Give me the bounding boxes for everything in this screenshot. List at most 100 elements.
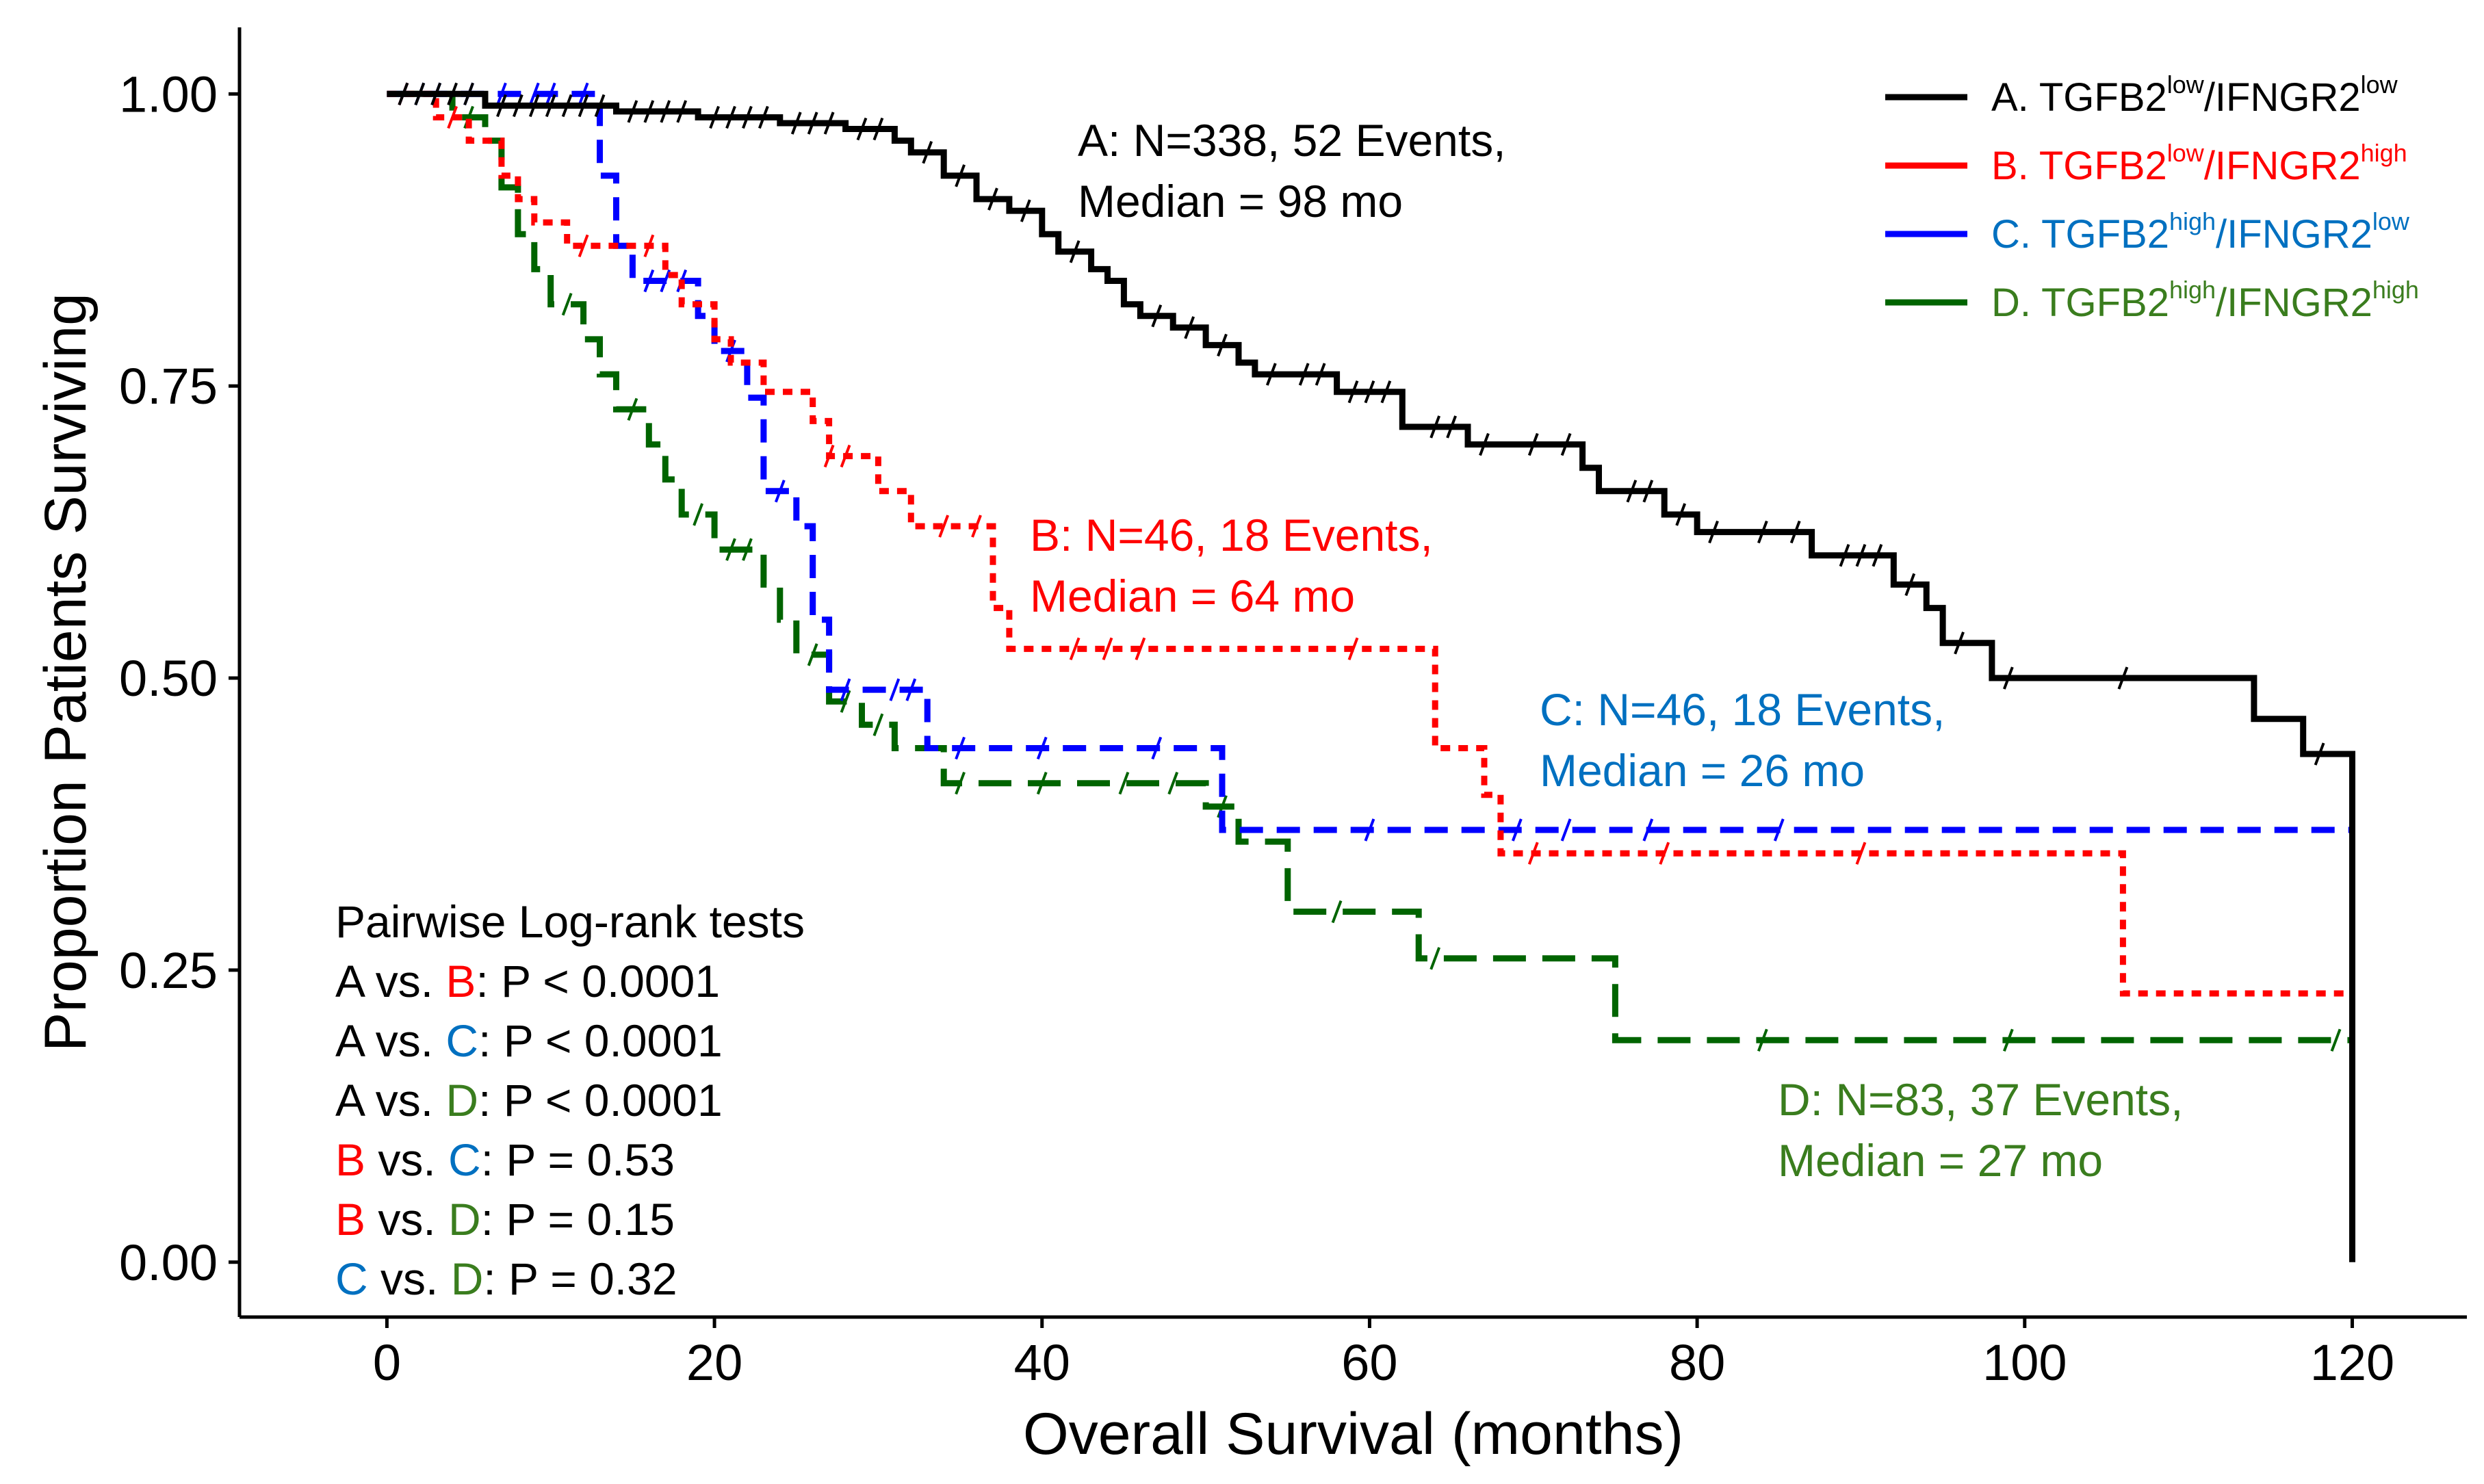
legend-superscript: high xyxy=(2169,207,2216,235)
legend: A. TGFB2low​/IFNGR2low​ B. TGFB2low​/IFNG… xyxy=(1885,70,2419,325)
censor-mark xyxy=(561,292,573,316)
censor-mark xyxy=(627,100,638,123)
censor-mark xyxy=(1642,818,1654,842)
censor-mark xyxy=(528,94,540,118)
censor-mark xyxy=(1036,772,1048,795)
annotation-d-line: Median = 27 mo xyxy=(1778,1135,2103,1186)
censor-mark xyxy=(1855,544,1867,567)
censor-mark xyxy=(1315,363,1326,386)
legend-text: /IFNGR2 xyxy=(2204,75,2361,120)
censor-mark xyxy=(643,234,655,257)
pairwise-segment: B xyxy=(335,1194,365,1245)
censor-mark xyxy=(709,105,720,129)
pairwise-segment: : P < 0.0001 xyxy=(478,1015,723,1066)
censor-mark xyxy=(1380,380,1392,404)
censor-mark xyxy=(545,94,556,118)
pairwise-segment: A xyxy=(335,1015,365,1066)
censor-mark xyxy=(561,94,573,118)
pairwise-segment: : P = 0.53 xyxy=(481,1134,675,1185)
censor-mark xyxy=(578,234,589,257)
censor-mark xyxy=(790,112,802,135)
censor-mark xyxy=(1757,520,1768,544)
x-axis-title: Overall Survival (months) xyxy=(1023,1401,1683,1467)
y-axis-title: Proportion Patients Surviving xyxy=(33,293,99,1052)
censor-mark xyxy=(1773,818,1785,842)
censor-mark xyxy=(758,105,769,129)
censor-mark xyxy=(872,117,884,141)
legend-superscript: high xyxy=(2361,139,2407,167)
censor-mark xyxy=(1347,637,1359,661)
censor-mark xyxy=(1429,947,1441,970)
x-tick-label: 40 xyxy=(1014,1334,1070,1391)
censor-mark xyxy=(1184,316,1195,339)
x-tick-label: 100 xyxy=(1982,1334,2067,1391)
pairwise-segment: : P = 0.32 xyxy=(483,1253,677,1304)
censor-mark xyxy=(922,140,933,164)
legend-superscript: low xyxy=(2361,70,2398,99)
annotation-a-line: Median = 98 mo xyxy=(1078,176,1403,226)
censor-mark xyxy=(1839,544,1850,567)
censor-mark xyxy=(2117,666,2129,690)
censor-mark xyxy=(1789,520,1801,544)
pairwise-segment: A xyxy=(335,956,365,1006)
pairwise-segment: D xyxy=(448,1194,481,1245)
censor-mark xyxy=(955,736,966,760)
annotation-b-line: Median = 64 mo xyxy=(1030,571,1355,621)
y-tick-label: 0.25 xyxy=(119,942,218,999)
legend-text: D. TGFB2 xyxy=(1991,281,2169,325)
censor-mark xyxy=(1347,380,1359,404)
annotation-b-line: B: N=46, 18 Events, xyxy=(1030,510,1433,560)
x-tick-label: 0 xyxy=(373,1334,401,1391)
censor-mark xyxy=(1659,842,1670,865)
legend-text: /IFNGR2 xyxy=(2216,281,2372,325)
legend-superscript: high xyxy=(2169,276,2216,304)
censor-mark xyxy=(971,515,982,538)
x-tick-label: 80 xyxy=(1669,1334,1725,1391)
censor-mark xyxy=(496,94,507,118)
censor-mark xyxy=(1118,772,1130,795)
pairwise-segment: vs. xyxy=(363,1075,445,1125)
censor-mark xyxy=(1102,637,1113,661)
censor-mark xyxy=(578,82,589,106)
censor-mark xyxy=(856,117,868,141)
censor-mark xyxy=(955,164,966,187)
x-tick-label: 20 xyxy=(686,1334,742,1391)
legend-text: C. TGFB2 xyxy=(1991,212,2169,257)
survival-curves xyxy=(387,82,2355,1262)
censor-mark xyxy=(1560,818,1572,842)
censor-mark xyxy=(578,94,589,118)
censor-mark xyxy=(2002,1028,2014,1052)
censor-mark xyxy=(447,82,458,106)
censor-mark xyxy=(2314,742,2325,766)
censor-mark xyxy=(414,82,426,106)
censor-mark xyxy=(1626,480,1638,503)
censor-mark xyxy=(1265,363,1277,386)
series-b-curve xyxy=(387,90,2355,1145)
censor-mark xyxy=(676,100,688,123)
annotation-c-line: Median = 26 mo xyxy=(1540,745,1865,796)
censor-mark xyxy=(1560,432,1572,456)
censor-mark xyxy=(1167,772,1179,795)
censor-mark xyxy=(1364,380,1375,404)
censor-mark xyxy=(889,678,901,701)
censor-mark xyxy=(1511,818,1523,842)
pairwise-segment: vs. xyxy=(368,1253,451,1304)
censor-mark xyxy=(1954,632,1965,655)
legend-text: /IFNGR2 xyxy=(2216,212,2372,257)
pairwise-segment: vs. xyxy=(365,1194,448,1245)
censor-mark xyxy=(938,515,950,538)
censor-mark xyxy=(463,82,474,106)
legend-text: B. TGFB2 xyxy=(1991,144,2167,188)
censor-mark xyxy=(872,713,884,737)
censor-mark xyxy=(398,82,409,106)
censor-mark xyxy=(430,82,442,106)
pairwise-row: B vs. D: P = 0.15 xyxy=(335,1194,675,1245)
pairwise-row: A vs. B: P < 0.0001 xyxy=(335,956,720,1006)
pairwise-row: C vs. D: P = 0.32 xyxy=(335,1253,677,1304)
pairwise-segment: C xyxy=(445,1015,478,1066)
annotations: A: N=338, 52 Events, Median = 98 mo B: N=4… xyxy=(1030,115,2184,1186)
censor-mark xyxy=(840,690,851,713)
x-tick-label: 120 xyxy=(2310,1334,2394,1391)
